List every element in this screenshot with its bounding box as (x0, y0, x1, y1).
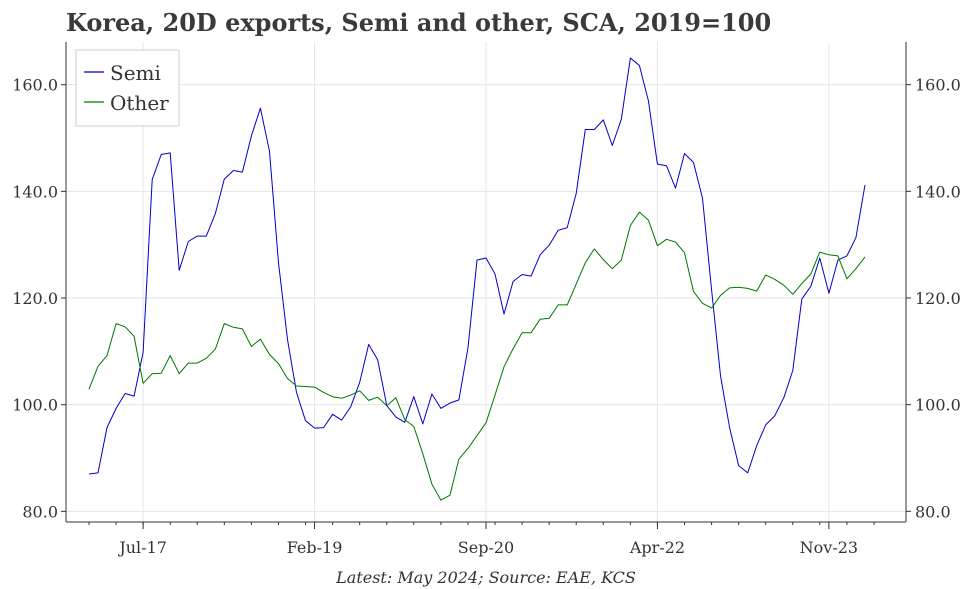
y-tick-label-left: 160.0 (12, 76, 58, 95)
x-tick-label: Nov-23 (800, 538, 858, 557)
y-tick-label-left: 120.0 (12, 289, 58, 308)
y-tick-label-right: 160.0 (915, 76, 961, 95)
x-tick-label: Feb-19 (287, 538, 343, 557)
legend-label-semi: Semi (110, 61, 161, 85)
y-tick-label-right: 120.0 (915, 289, 961, 308)
ticks: 80.0 80.0 100.0 100.0 120.0 120.0 140.0 140.0 16… (12, 76, 961, 557)
chart-title: Korea, 20D exports, Semi and other, SCA,… (66, 8, 771, 37)
legend: Semi Other (75, 49, 180, 127)
source-note: Latest: May 2024; Source: EAE, KCS (335, 568, 636, 587)
legend-box (75, 49, 180, 127)
legend-label-other: Other (110, 91, 169, 115)
x-tick-label: Jul-17 (117, 538, 167, 557)
x-tick-label: Apr-22 (629, 538, 685, 557)
y-tick-label-right: 100.0 (915, 396, 961, 415)
series (88, 57, 866, 501)
grid (66, 42, 906, 522)
x-tick-label: Sep-20 (458, 538, 514, 557)
y-tick-label-right: 140.0 (915, 182, 961, 201)
series-line-semi (88, 57, 866, 475)
y-tick-label-left: 80.0 (22, 502, 58, 521)
series-line-other (88, 211, 866, 501)
y-tick-label-left: 100.0 (12, 396, 58, 415)
y-tick-label-left: 140.0 (12, 182, 58, 201)
y-tick-label-right: 80.0 (915, 502, 951, 521)
